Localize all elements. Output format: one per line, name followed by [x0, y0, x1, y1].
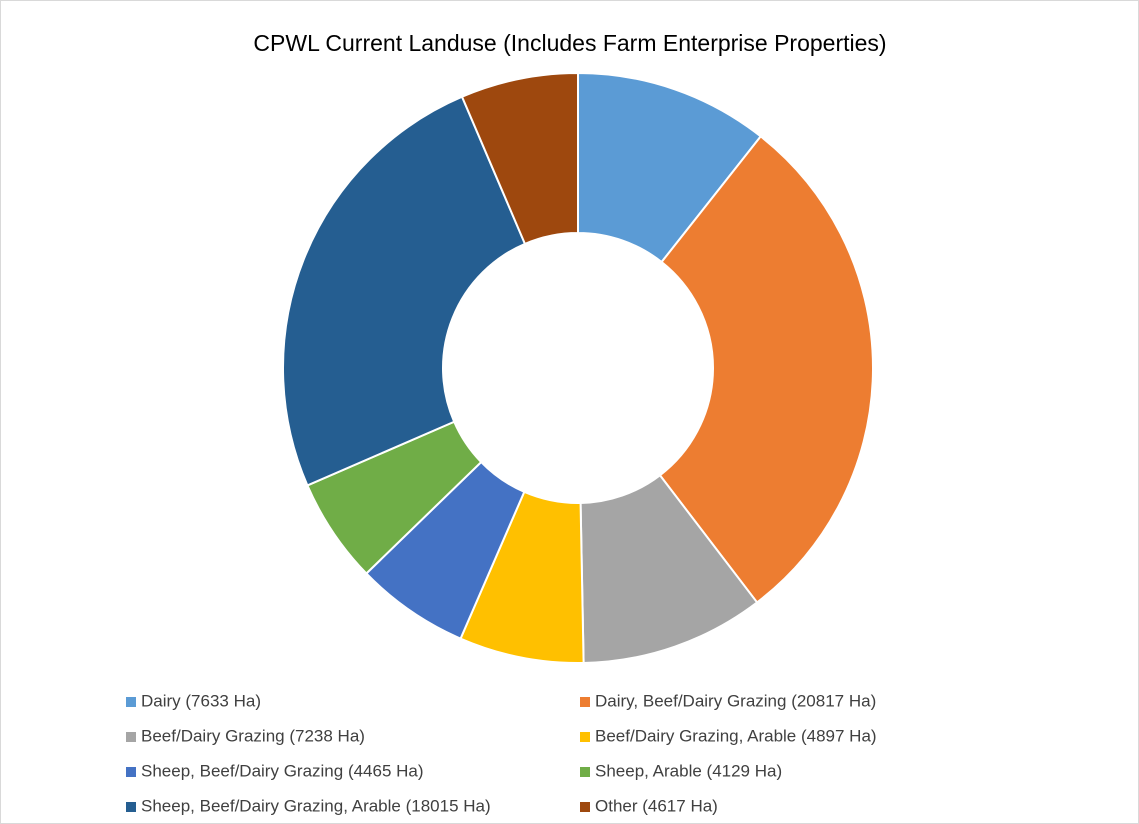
donut-slice [460, 71, 579, 246]
legend-label: Sheep, Beef/Dairy Grazing, Arable (18015… [141, 796, 491, 815]
donut-slice [282, 95, 527, 487]
donut-slice [658, 134, 874, 604]
legend-swatch [580, 767, 590, 777]
legend-label: Dairy, Beef/Dairy Grazing (20817 Ha) [595, 691, 876, 710]
legend-label: Sheep, Beef/Dairy Grazing (4465 Ha) [141, 761, 424, 780]
legend-swatch [580, 697, 590, 707]
legend-swatch [126, 732, 136, 742]
legend-swatch [580, 732, 590, 742]
legend-label: Beef/Dairy Grazing, Arable (4897 Ha) [595, 726, 877, 745]
legend-swatch [126, 767, 136, 777]
legend-label: Beef/Dairy Grazing (7238 Ha) [141, 726, 365, 745]
legend-swatch [126, 697, 136, 707]
legend-label: Other (4617 Ha) [595, 796, 718, 815]
chart-title: CPWL Current Landuse (Includes Farm Ente… [253, 30, 886, 56]
legend-swatch [580, 802, 590, 812]
legend-label: Sheep, Arable (4129 Ha) [595, 761, 782, 780]
donut-slice [579, 473, 759, 664]
legend-label: Dairy (7633 Ha) [141, 691, 261, 710]
legend-swatch [126, 802, 136, 812]
